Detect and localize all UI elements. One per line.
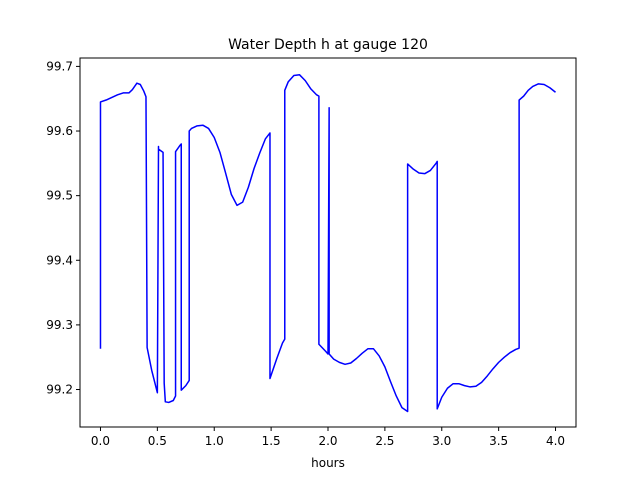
plot-area bbox=[99, 74, 556, 413]
chart-title: Water Depth h at gauge 120 bbox=[228, 37, 428, 53]
x-tick-label: 2.0 bbox=[318, 434, 337, 448]
x-tick-label: 2.5 bbox=[375, 434, 394, 448]
x-tick-label: 0.0 bbox=[91, 434, 110, 448]
series-line-0 bbox=[99, 74, 556, 413]
y-tick-label: 99.7 bbox=[46, 59, 73, 73]
y-tick-label: 99.2 bbox=[46, 383, 73, 397]
x-tick-label: 3.5 bbox=[489, 434, 508, 448]
y-tick-label: 99.5 bbox=[46, 189, 73, 203]
y-tick-label: 99.3 bbox=[46, 318, 73, 332]
y-tick-label: 99.6 bbox=[46, 124, 73, 138]
y-tick-label: 99.4 bbox=[46, 253, 73, 267]
x-axis-label: hours bbox=[311, 456, 345, 470]
x-tick-label: 4.0 bbox=[546, 434, 565, 448]
y-axis: 99.2 99.3 99.4 99.5 99.6 99.7 bbox=[46, 59, 80, 397]
x-tick-label: 1.0 bbox=[205, 434, 224, 448]
x-axis: 0.0 0.5 1.0 1.5 2.0 2.5 3.0 3.5 4.0 bbox=[91, 427, 565, 448]
x-tick-label: 1.5 bbox=[262, 434, 281, 448]
x-tick-label: 0.5 bbox=[148, 434, 167, 448]
x-tick-label: 3.0 bbox=[432, 434, 451, 448]
